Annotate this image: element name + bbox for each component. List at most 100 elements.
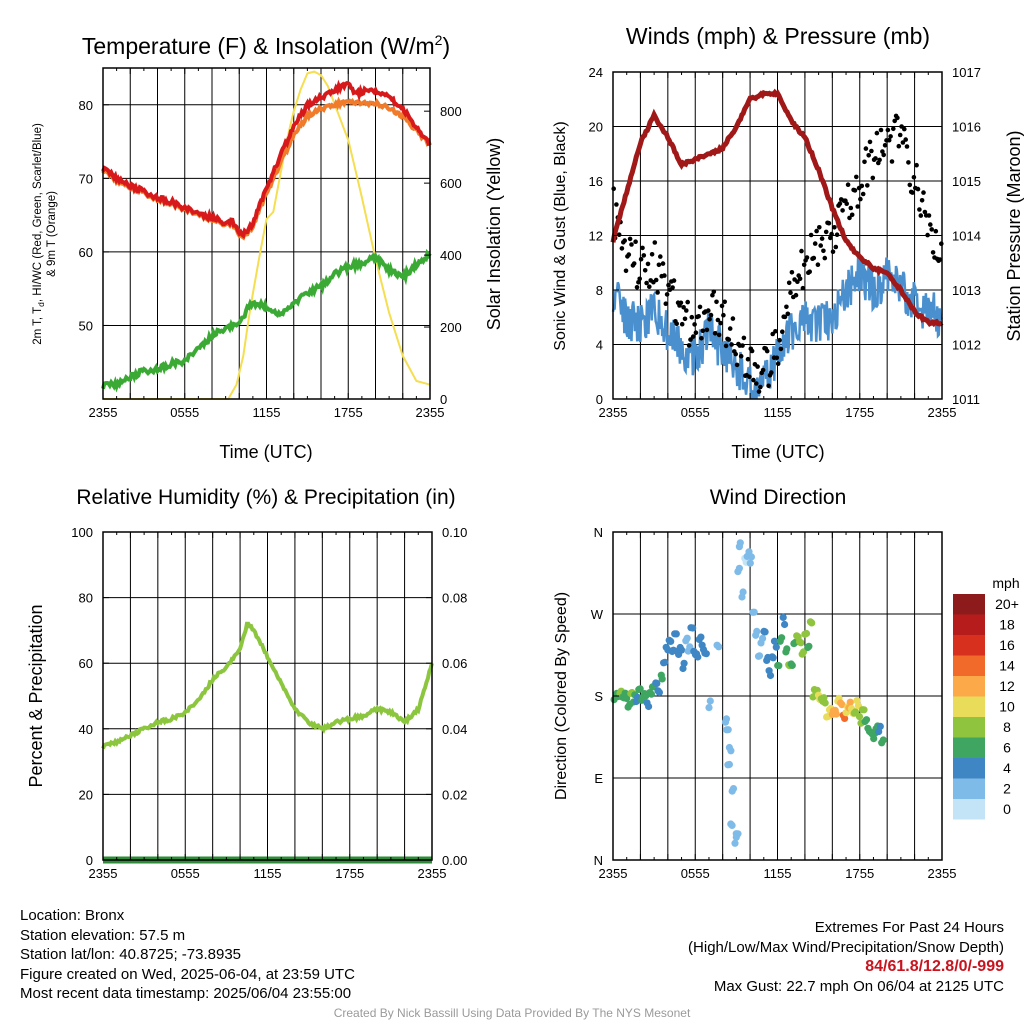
gust-point	[653, 277, 659, 283]
gust-point	[637, 276, 642, 282]
gust-point	[910, 190, 915, 195]
gust-point	[662, 273, 667, 278]
x-tick-label: 0555	[170, 405, 199, 420]
temperature-panel: Temperature (F) & Insolation (W/m2) 2355…	[32, 32, 504, 462]
speed-legend-label: 8	[1003, 719, 1011, 735]
direction-point	[797, 639, 805, 647]
gust-point	[907, 182, 913, 188]
gust-point	[741, 335, 747, 341]
winds-series	[610, 88, 944, 400]
speed-legend-label: 4	[1003, 760, 1011, 776]
gust-point	[751, 377, 756, 383]
gust-point	[707, 317, 712, 322]
gust-point	[834, 232, 840, 237]
speed-legend-swatch	[953, 655, 985, 676]
gust-point	[726, 337, 732, 342]
max-gust: Max Gust: 22.7 mph On 06/04 at 2125 UTC	[713, 977, 1004, 995]
gust-point	[619, 246, 625, 251]
gust-point	[785, 311, 791, 317]
gust-point	[689, 314, 695, 320]
direction-point	[781, 620, 789, 629]
gust-point	[627, 236, 633, 242]
temperature-right-axis-label: Solar Insolation (Yellow)	[484, 138, 504, 330]
gust-point	[930, 250, 936, 255]
direction-point	[860, 706, 868, 714]
y2-tick-label: 0.10	[442, 525, 467, 540]
gust-point	[877, 157, 882, 163]
y-tick-label: 16	[589, 174, 603, 189]
gust-point	[626, 252, 632, 257]
gust-point	[881, 152, 886, 158]
gust-point	[925, 232, 930, 238]
gust-point	[733, 351, 738, 357]
direction-point	[870, 735, 878, 743]
temperature-x-axis-label: Time (UTC)	[219, 442, 312, 462]
gust-point	[719, 303, 725, 309]
y2-tick-label: 1017	[952, 65, 981, 80]
gust-point	[638, 256, 644, 262]
direction-point	[731, 839, 739, 847]
gust-point	[830, 249, 836, 254]
gust-point	[789, 270, 795, 275]
gust-point	[738, 353, 744, 359]
gust-point	[714, 299, 719, 305]
direction-point	[759, 634, 767, 643]
y-tick-label: 70	[79, 171, 93, 186]
credit-line: Created By Nick Bassill Using Data Provi…	[333, 1006, 691, 1020]
speed-legend-title: mph	[992, 575, 1019, 591]
gust-point	[821, 248, 826, 254]
direction-point	[862, 716, 871, 724]
gust-point	[678, 300, 684, 306]
gust-point	[754, 381, 759, 386]
winds-left-axis-label: Sonic Wind & Gust (Blue, Black)	[552, 121, 569, 350]
gust-point	[734, 362, 740, 368]
gust-point	[699, 336, 704, 341]
x-tick-label: 1755	[845, 866, 874, 881]
gust-point	[729, 342, 734, 347]
y-tick-label: 0	[86, 853, 93, 868]
gust-point	[706, 308, 711, 313]
x-tick-label: 1155	[253, 405, 281, 420]
gust-point	[807, 269, 812, 275]
direction-point	[761, 628, 769, 636]
x-tick-label: 1155	[764, 866, 792, 881]
y-tick-label: W	[591, 607, 604, 622]
humidity-ticks: 2355 0555 1155 1755 23550204060801000.000.02…	[71, 525, 467, 881]
gust-point	[915, 186, 921, 192]
gust-point	[911, 175, 917, 180]
winds-x-axis-label: Time (UTC)	[731, 442, 824, 462]
direction-panel: Wind Direction 2355 0555 1155 1755 2355NESWN…	[553, 486, 1020, 881]
direction-point	[623, 694, 631, 703]
gust-point	[917, 207, 922, 212]
direction-point	[689, 624, 697, 632]
y-tick-label: 40	[79, 722, 93, 737]
y-tick-label: 80	[79, 98, 93, 113]
direction-left-axis-label: Direction (Colored By Speed)	[553, 592, 570, 800]
x-tick-label: 2355	[418, 866, 447, 881]
gust-point	[870, 175, 876, 181]
direction-point	[678, 646, 686, 654]
gust-point	[823, 229, 829, 235]
gust-point	[614, 202, 619, 207]
gust-point	[817, 225, 822, 230]
speed-legend-label: 0	[1003, 801, 1011, 817]
gust-point	[878, 127, 884, 133]
y2-tick-label: 0.00	[442, 853, 467, 868]
gust-point	[799, 248, 804, 254]
gust-point	[696, 314, 701, 319]
direction-point	[655, 688, 664, 697]
gust-point	[693, 330, 699, 336]
gust-point	[811, 255, 817, 261]
y2-tick-label: 0.04	[442, 722, 467, 737]
direction-point	[705, 704, 713, 712]
direction-point	[725, 760, 734, 769]
speed-legend-swatch	[953, 799, 985, 820]
gust-point	[727, 326, 733, 331]
gust-point	[897, 132, 903, 138]
y2-tick-label: 600	[440, 176, 462, 191]
humidity-panel: Relative Humidity (%) & Precipitation (i…	[26, 486, 467, 881]
gust-point	[663, 301, 669, 307]
y-tick-label: 0	[596, 392, 603, 407]
gust-point	[711, 289, 717, 295]
